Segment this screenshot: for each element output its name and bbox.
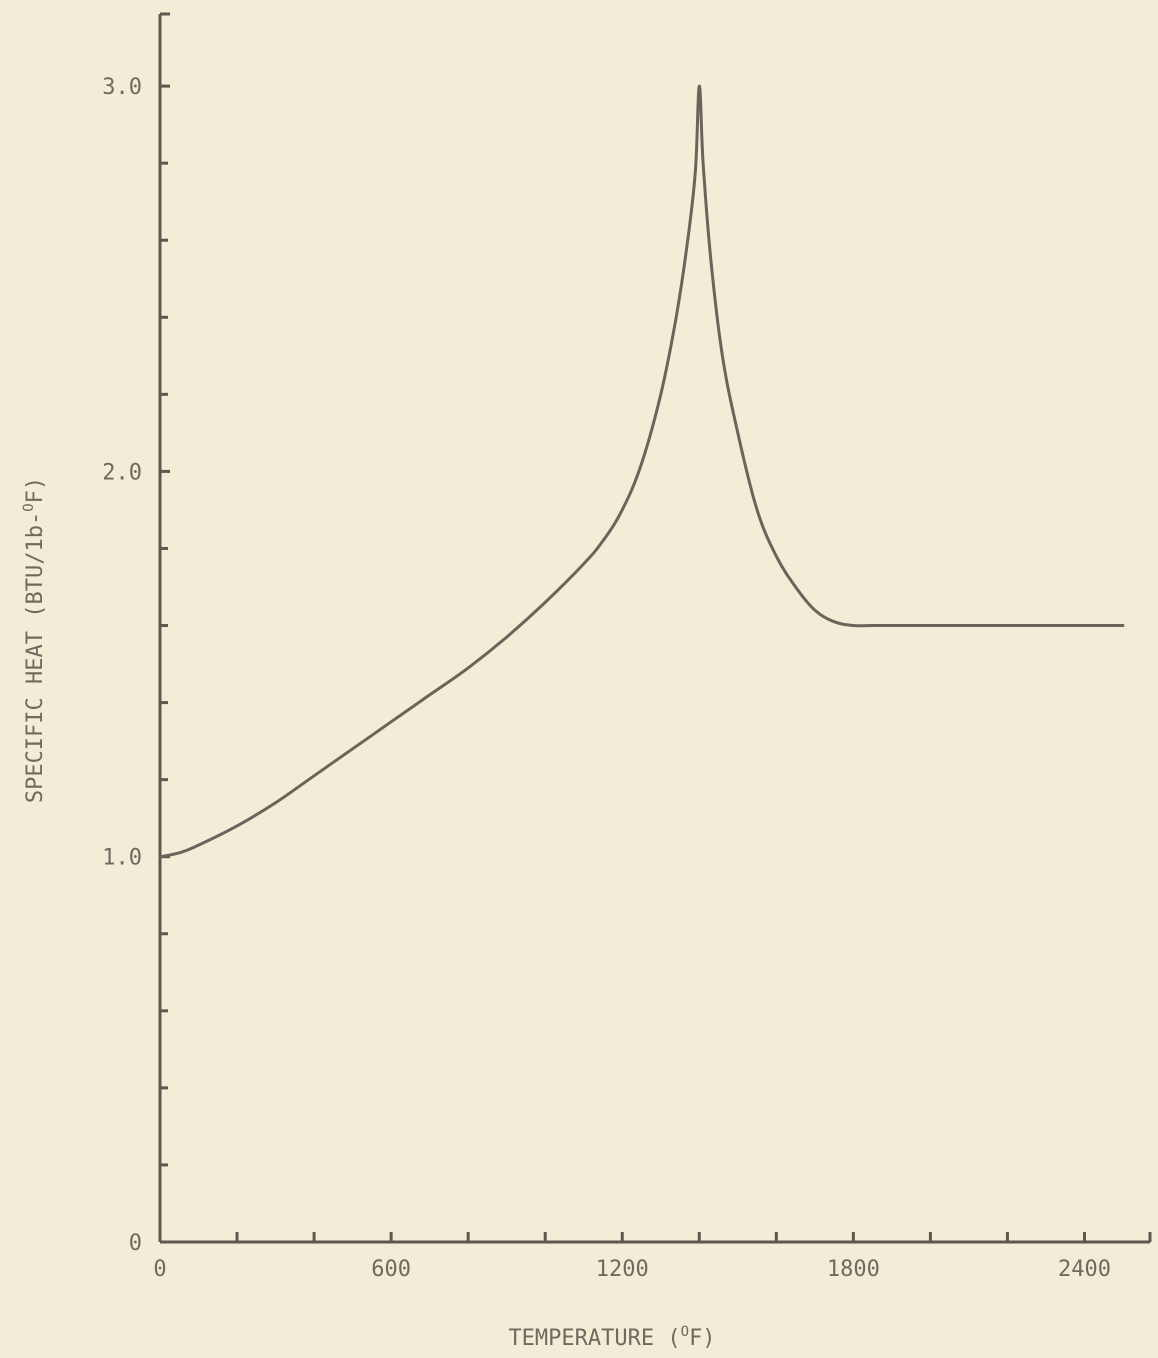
x-tick-label: 0 (153, 1257, 166, 1282)
y-tick-label: 0 (129, 1231, 142, 1256)
y-axis-title-tail: F) (23, 477, 48, 504)
x-axis-title: TEMPERATURE (OF) (508, 1324, 715, 1351)
y-axis-title: SPECIFIC HEAT (BTU/1b-OF) (21, 477, 48, 803)
x-axis-title-superscript: O (681, 1324, 689, 1340)
x-tick-label: 1200 (596, 1257, 649, 1282)
x-tick-label: 1800 (827, 1257, 880, 1282)
ticks-layer (160, 84, 1086, 1242)
x-tick-label: 600 (371, 1257, 411, 1282)
y-tick-label: 2.0 (102, 460, 142, 485)
x-axis-title-main: TEMPERATURE ( (508, 1326, 680, 1351)
tick-labels-layer: 0 1.0 2.0 3.0 0 600 1200 1800 2400 (102, 75, 1111, 1282)
x-tick-label: 2400 (1058, 1257, 1111, 1282)
y-axis-title-group: SPECIFIC HEAT (BTU/1b-OF) (21, 477, 48, 803)
specific-heat-curve (158, 84, 1125, 859)
y-axis-title-superscript: O (21, 503, 37, 511)
y-axis-title-main: SPECIFIC HEAT (BTU/1b- (23, 512, 48, 803)
x-axis-title-tail: F) (689, 1326, 716, 1351)
series-layer (158, 84, 1125, 859)
y-tick-label: 1.0 (102, 846, 142, 871)
y-tick-label: 3.0 (102, 75, 142, 100)
axes-layer (158, 12, 1152, 1244)
